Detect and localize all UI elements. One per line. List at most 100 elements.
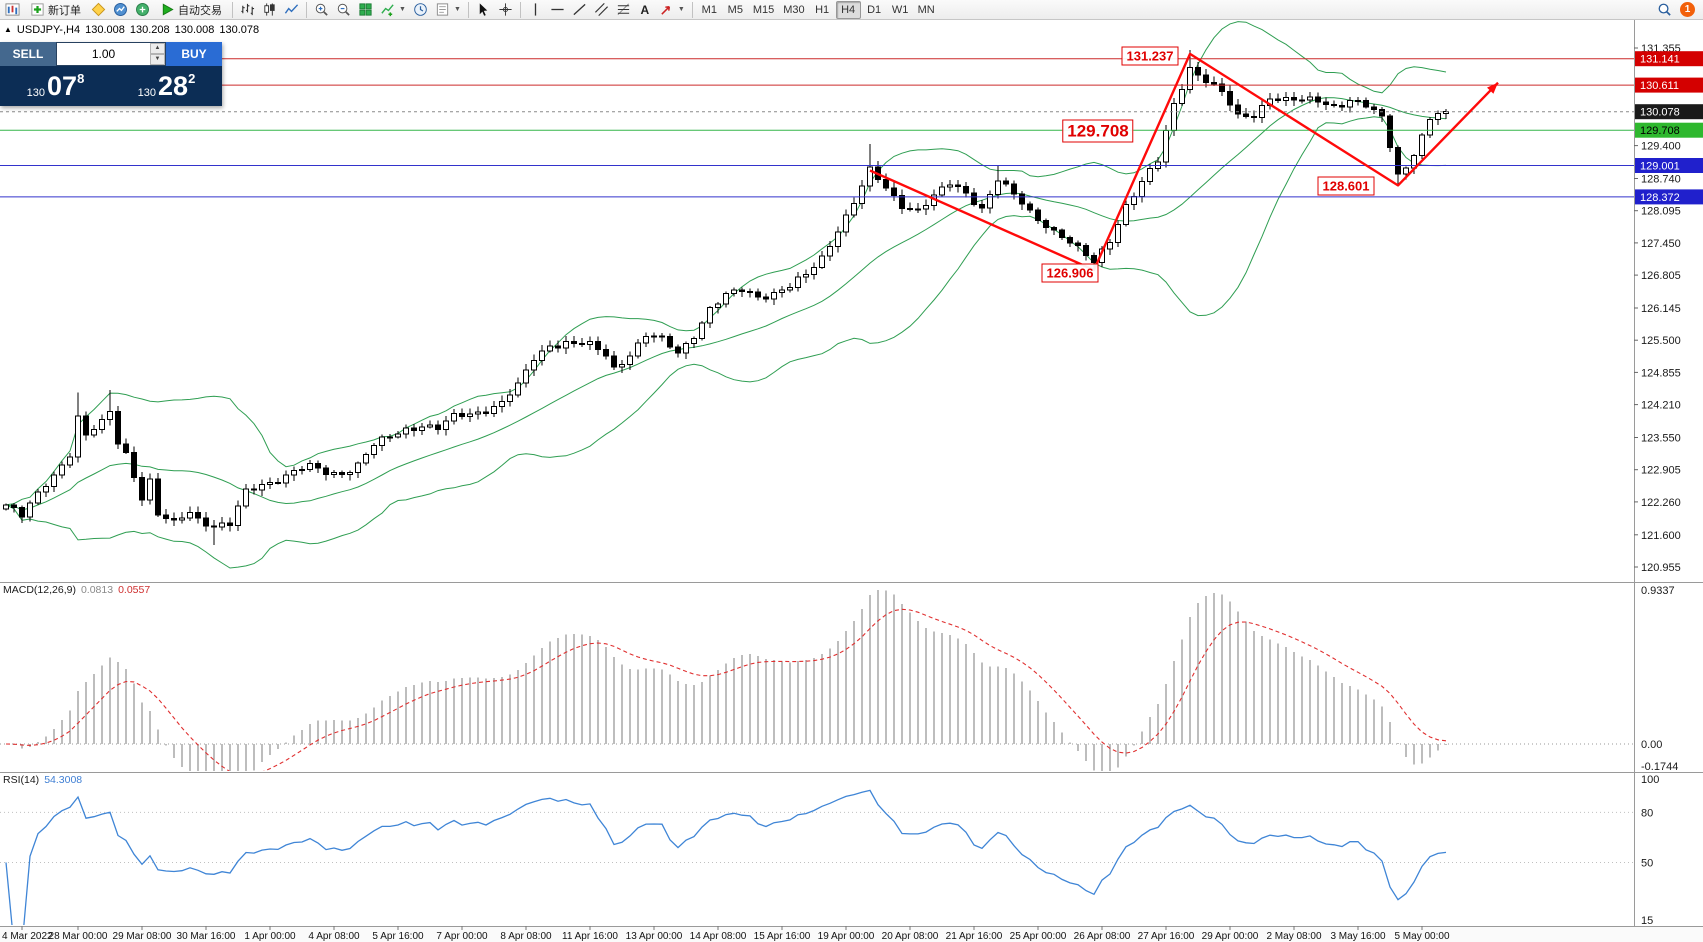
- price-annotation[interactable]: 131.237: [1121, 46, 1179, 66]
- buy-button[interactable]: BUY: [166, 42, 222, 66]
- time-axis-label: 21 Apr 16:00: [946, 931, 1003, 942]
- trendline-button[interactable]: [569, 1, 590, 19]
- price-tick-label: 122.260: [1641, 497, 1681, 509]
- market-watch-button[interactable]: [110, 1, 131, 19]
- time-periods-button[interactable]: [410, 1, 431, 19]
- rsi-panel: [0, 789, 1634, 925]
- macd-scale-label: 0.9337: [1641, 585, 1675, 597]
- horizontal-line-button[interactable]: [547, 1, 568, 19]
- metaeditor-icon: [91, 2, 106, 17]
- price-tick-label: 124.210: [1641, 400, 1681, 412]
- price-tick-label: 129.400: [1641, 141, 1681, 153]
- bar-chart-button[interactable]: [237, 1, 258, 19]
- indicators-button[interactable]: ▼: [377, 1, 409, 19]
- clock-icon: [414, 3, 427, 16]
- trend-arrow[interactable]: [869, 52, 1499, 272]
- timeframe-button-M5[interactable]: M5: [727, 3, 743, 16]
- notification-badge[interactable]: 1: [1680, 2, 1695, 17]
- price-badge-128.372[interactable]: 128.372: [1635, 189, 1703, 205]
- line-chart-button[interactable]: [281, 1, 302, 19]
- templates-button[interactable]: ▼: [432, 1, 464, 19]
- tile-windows-button[interactable]: [355, 1, 376, 19]
- volume-down-button[interactable]: ▼: [150, 54, 165, 65]
- svg-text:131.141: 131.141: [1640, 54, 1680, 66]
- price-tick-label: 125.500: [1641, 335, 1681, 347]
- price-badge-130.078[interactable]: 130.078: [1635, 104, 1703, 120]
- price-annotation[interactable]: 128.601: [1317, 176, 1375, 196]
- search-button[interactable]: [1654, 1, 1675, 19]
- time-axis-label: 1 Apr 00:00: [244, 931, 296, 942]
- quote-high: 130.208: [129, 24, 170, 36]
- timeframe-button-M15[interactable]: M15: [752, 3, 775, 16]
- channel-icon: [594, 3, 608, 16]
- new-order-button[interactable]: 新订单: [24, 1, 87, 19]
- horizontal-lines: [0, 58, 1634, 198]
- time-axis-label: 8 Apr 08:00: [500, 931, 552, 942]
- price-badge-130.611[interactable]: 130.611: [1635, 77, 1703, 93]
- buy-price-button[interactable]: 130 28 2: [111, 66, 222, 106]
- timeframe-button-M1[interactable]: M1: [701, 3, 717, 16]
- timeframe-button-MN[interactable]: MN: [917, 3, 935, 16]
- candlestick-chart-button[interactable]: [259, 1, 280, 19]
- time-axis-label: 28 Mar 00:00: [49, 931, 108, 942]
- toolbar-separator: [306, 1, 307, 18]
- main-toolbar: 新订单 自动交易: [0, 0, 1703, 20]
- zoom-out-button[interactable]: [333, 1, 354, 19]
- strategy-tester-button[interactable]: [132, 1, 153, 19]
- price-badge-129.708[interactable]: 129.708: [1635, 122, 1703, 138]
- macd-scale-label: 0.00: [1641, 739, 1662, 751]
- crosshair-button[interactable]: [495, 1, 516, 19]
- dropdown-caret-icon: ▼: [453, 6, 461, 13]
- time-axis-label: 3 May 16:00: [1330, 931, 1385, 942]
- macd-scale-label: -0.1744: [1641, 761, 1678, 773]
- metaeditor-button[interactable]: [88, 1, 109, 19]
- timeframe-button-M30[interactable]: M30: [783, 3, 805, 16]
- zoom-in-button[interactable]: [311, 1, 332, 19]
- price-annotation[interactable]: 129.708: [1062, 119, 1134, 143]
- price-tick-label: 128.740: [1641, 173, 1681, 185]
- vertical-line-button[interactable]: [525, 1, 546, 19]
- time-axis-label: 27 Apr 16:00: [1138, 931, 1195, 942]
- channel-button[interactable]: [591, 1, 612, 19]
- price-badge-129.001[interactable]: 129.001: [1635, 158, 1703, 173]
- timeframe-button-W1[interactable]: W1: [891, 3, 909, 16]
- horizontal-line-icon: [551, 8, 564, 11]
- bar-chart-icon: [241, 3, 255, 16]
- volume-value[interactable]: 1.00: [91, 47, 116, 61]
- arrowhead-icon: [1487, 82, 1498, 94]
- time-axis-label: 29 Mar 08:00: [113, 931, 172, 942]
- trendline-icon: [573, 3, 586, 16]
- sell-button[interactable]: SELL: [0, 42, 56, 66]
- sell-price-main: 130: [26, 87, 46, 99]
- sell-price-button[interactable]: 130 07 8: [0, 66, 111, 106]
- template-icon: [436, 3, 449, 16]
- rsi-name: RSI(14): [3, 774, 40, 786]
- vertical-line-icon: [534, 3, 537, 16]
- bollinger-lower-line[interactable]: [5, 116, 1447, 569]
- new-chart-button[interactable]: [2, 1, 23, 19]
- price-badge-131.141[interactable]: 131.141: [1635, 51, 1703, 67]
- toolbar-right-group: 1: [1654, 1, 1695, 19]
- rsi-scale-label: 50: [1641, 858, 1653, 870]
- timeframe-button-D1[interactable]: D1: [867, 3, 882, 16]
- time-axis-label: 14 Apr 08:00: [690, 931, 747, 942]
- volume-input[interactable]: 1.00 ▲ ▼: [56, 42, 166, 66]
- volume-up-button[interactable]: ▲: [150, 43, 165, 54]
- time-axis-label: 15 Apr 16:00: [754, 931, 811, 942]
- cursor-button[interactable]: [473, 1, 494, 19]
- text-tool-button[interactable]: A: [640, 2, 650, 17]
- macd-name: MACD(12,26,9): [3, 584, 76, 596]
- price-axis[interactable]: 131.355129.400128.740128.095127.450126.8…: [1634, 43, 1703, 574]
- price-annotation[interactable]: 126.906: [1041, 263, 1099, 283]
- macd-value-signal: 0.0557: [118, 584, 151, 596]
- timeframe-button-H1[interactable]: H1: [815, 3, 830, 16]
- fibonacci-button[interactable]: [613, 1, 634, 19]
- sell-price-frac: 8: [77, 71, 85, 86]
- timeframe-button-H4[interactable]: H4: [835, 0, 861, 19]
- chart-canvas[interactable]: 131.355129.400128.740128.095127.450126.8…: [0, 20, 1703, 942]
- time-axis-label: 11 Apr 16:00: [562, 931, 618, 942]
- autotrade-button[interactable]: 自动交易: [154, 1, 228, 19]
- arrows-tool-button[interactable]: ▼: [656, 1, 688, 19]
